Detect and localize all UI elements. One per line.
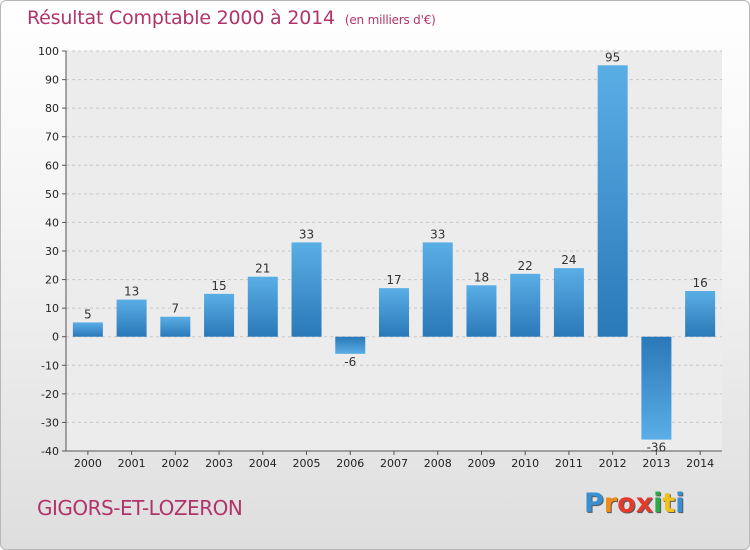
- data-label: 33: [430, 227, 445, 241]
- y-tick-label: 100: [38, 45, 59, 58]
- y-tick-label: 60: [45, 159, 59, 172]
- bar: [641, 336, 672, 440]
- data-label: 33: [299, 227, 314, 241]
- x-tick-label: 2002: [161, 457, 189, 470]
- data-label: 17: [386, 273, 401, 287]
- x-tick-label: 2013: [642, 457, 670, 470]
- bar: [553, 268, 584, 337]
- y-tick-label: -40: [41, 445, 59, 458]
- y-tick-label: 10: [45, 302, 59, 315]
- proxiti-logo[interactable]: Proxiti: [584, 488, 685, 519]
- data-label: 95: [605, 50, 620, 64]
- title-text: Résultat Comptable 2000 à 2014: [27, 7, 335, 29]
- data-label: 13: [124, 285, 139, 299]
- x-tick-label: 2008: [424, 457, 452, 470]
- y-tick-label: -20: [41, 388, 59, 401]
- logo-letter: i: [675, 488, 685, 519]
- y-tick-label: -10: [41, 359, 59, 372]
- x-tick-label: 2005: [293, 457, 321, 470]
- data-label: 15: [211, 279, 226, 293]
- y-tick-label: 30: [45, 245, 59, 258]
- logo-letter: x: [635, 488, 654, 519]
- logo-letter: o: [617, 488, 636, 519]
- logo-letter: r: [603, 488, 618, 519]
- x-tick-label: 2006: [336, 457, 364, 470]
- bar: [597, 65, 628, 337]
- y-tick-label: 0: [52, 331, 59, 344]
- bar: [466, 285, 497, 337]
- bar: [291, 242, 322, 337]
- bar: [335, 336, 366, 354]
- unit-label: (en milliers d'€): [344, 13, 436, 27]
- bar: [422, 242, 453, 337]
- logo-letter: i: [653, 488, 663, 519]
- x-tick-label: 2014: [686, 457, 714, 470]
- x-tick-label: 2003: [205, 457, 233, 470]
- x-tick-label: 2010: [511, 457, 539, 470]
- y-tick-label: 40: [45, 216, 59, 229]
- data-label: 7: [172, 302, 180, 316]
- logo-letter: t: [662, 488, 676, 519]
- data-label: 16: [692, 276, 707, 290]
- y-tick-label: 20: [45, 274, 59, 287]
- x-tick-label: 2004: [249, 457, 277, 470]
- bar: [379, 288, 409, 337]
- bar: [247, 276, 278, 337]
- bar: [685, 291, 716, 337]
- y-tick-label: 70: [45, 131, 59, 144]
- bar: [204, 293, 235, 337]
- y-tick-label: 80: [45, 102, 59, 115]
- y-tick-label: 50: [45, 188, 59, 201]
- y-tick-label: 90: [45, 74, 59, 87]
- x-tick-label: 2007: [380, 457, 408, 470]
- data-label: -6: [344, 355, 356, 369]
- x-tick-label: 2000: [74, 457, 102, 470]
- data-label: 21: [255, 262, 270, 276]
- data-label: -36: [647, 441, 667, 455]
- logo-letter: P: [584, 488, 604, 519]
- data-label: 18: [474, 270, 489, 284]
- data-label: 24: [561, 253, 576, 267]
- x-tick-label: 2012: [599, 457, 627, 470]
- bar: [510, 273, 541, 337]
- town-name: GIGORS-ET-LOZERON: [37, 496, 243, 520]
- bar: [116, 299, 147, 337]
- chart-title: Résultat Comptable 2000 à 2014 (en millie…: [27, 7, 436, 29]
- x-tick-label: 2009: [467, 457, 495, 470]
- data-label: 22: [518, 259, 533, 273]
- x-tick-label: 2011: [555, 457, 583, 470]
- y-tick-label: -30: [41, 416, 59, 429]
- bar: [72, 322, 103, 337]
- bar: [160, 316, 191, 337]
- data-label: 5: [84, 307, 92, 321]
- x-tick-label: 2001: [118, 457, 146, 470]
